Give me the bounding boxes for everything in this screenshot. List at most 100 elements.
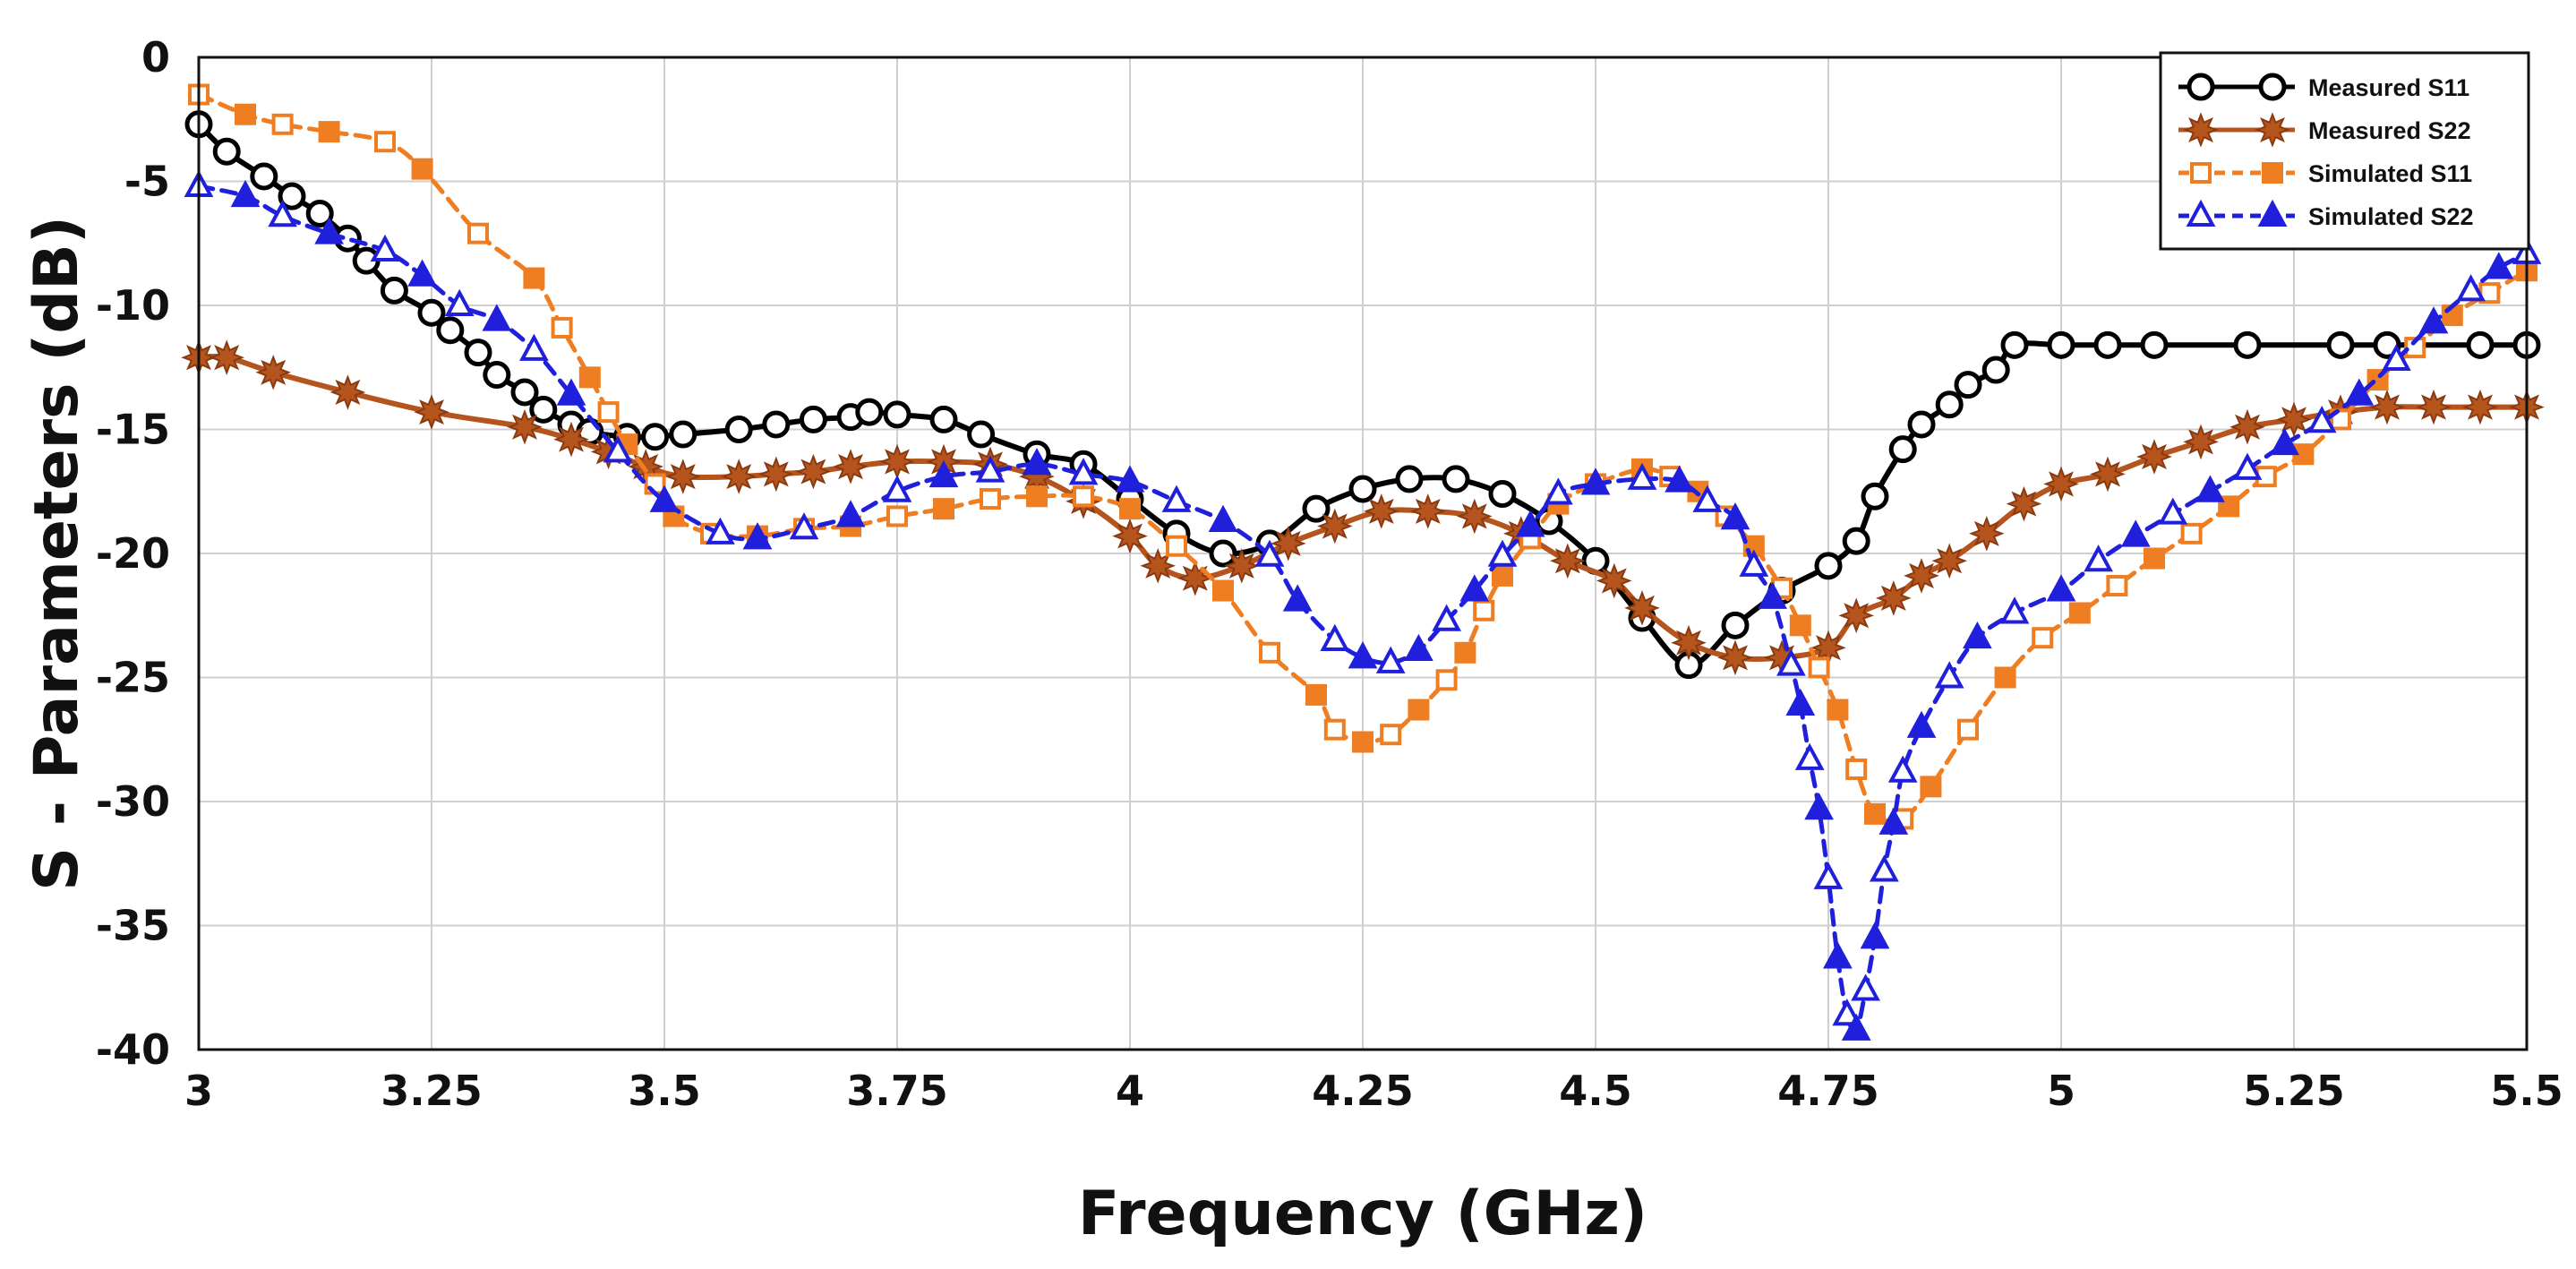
data-point-simulated-s22 (1432, 604, 1461, 631)
x-axis-ticks: 3 3.25 3.5 3.75 4 4.25 4.5 4.75 5 5.25 5.5 (184, 1067, 2563, 1115)
data-point-measured-s11 (1721, 611, 1750, 639)
x-tick-label: 5.5 (2490, 1067, 2563, 1115)
data-point-measured-s22 (2183, 424, 2219, 460)
data-point-measured-s22 (1410, 493, 1446, 529)
data-point-simulated-s22 (1580, 467, 1611, 495)
data-point-simulated-s11 (467, 222, 489, 244)
data-point-simulated-s11 (1259, 641, 1280, 664)
data-point-simulated-s22 (1254, 539, 1285, 567)
y-tick-label: -30 (96, 777, 170, 826)
data-point-measured-s11 (1842, 527, 1870, 555)
data-point-simulated-s11 (1352, 731, 1374, 753)
data-point-simulated-s22 (1785, 688, 1816, 716)
data-point-simulated-s22 (975, 455, 1006, 483)
data-point-measured-s11 (855, 398, 884, 426)
data-point-simulated-s11 (411, 158, 433, 180)
data-point-measured-s11 (967, 420, 996, 449)
data-point-simulated-s22 (2158, 497, 2188, 525)
data-point-simulated-s22 (1515, 510, 1545, 537)
data-point-measured-s11 (1954, 371, 1982, 399)
y-tick-label: -15 (96, 406, 170, 454)
data-point-simulated-s11 (886, 505, 908, 527)
data-point-measured-s22 (1624, 590, 1660, 626)
data-point-measured-s22 (2229, 408, 2265, 445)
x-tick-label: 4.75 (1777, 1067, 1879, 1115)
data-point-simulated-s22 (2232, 452, 2263, 480)
data-point-simulated-s11 (551, 316, 573, 339)
data-point-simulated-s22 (1348, 641, 1378, 669)
data-point-simulated-s11 (1323, 718, 1346, 741)
data-point-simulated-s11 (1435, 669, 1458, 691)
data-point-measured-s11 (1209, 539, 1237, 568)
x-tick-label: 3.25 (381, 1067, 483, 1115)
data-point-measured-s22 (507, 408, 543, 445)
legend-marker-simulated-s11 (2190, 162, 2212, 184)
legend-item-simulated-s11: Simulated S11 (2178, 160, 2472, 187)
data-point-simulated-s11 (1492, 564, 1513, 587)
data-point-simulated-s22 (603, 435, 633, 463)
data-point-simulated-s11 (235, 103, 256, 125)
data-point-simulated-s22 (314, 217, 344, 244)
x-tick-label: 4.25 (1312, 1067, 1414, 1115)
data-point-simulated-s22 (1068, 458, 1099, 485)
data-point-measured-s22 (1456, 498, 1493, 535)
data-point-measured-s22 (1596, 562, 1632, 599)
data-point-measured-s22 (721, 459, 757, 494)
data-point-measured-s22 (329, 374, 366, 410)
data-point-simulated-s22 (2456, 274, 2486, 302)
data-point-measured-s11 (2093, 330, 2122, 359)
data-point-simulated-s22 (1823, 941, 1853, 969)
data-point-simulated-s22 (2418, 306, 2449, 334)
data-point-simulated-s22 (1404, 633, 1433, 662)
data-point-measured-s22 (1223, 547, 1260, 584)
data-point-measured-s11 (212, 137, 241, 166)
data-point-measured-s11 (305, 200, 334, 228)
y-tick-label: -40 (96, 1025, 170, 1074)
data-point-simulated-s11 (1026, 485, 1048, 508)
data-point-measured-s22 (833, 449, 869, 484)
data-point-simulated-s11 (318, 121, 340, 143)
x-tick-label: 4.5 (1559, 1067, 1632, 1115)
data-point-measured-s22 (2462, 389, 2498, 425)
data-point-measured-s11 (883, 400, 911, 429)
data-point-simulated-s22 (2270, 427, 2299, 456)
x-tick-label: 5.25 (2243, 1067, 2345, 1115)
data-point-simulated-s22 (230, 179, 261, 208)
data-point-measured-s11 (1907, 410, 1936, 439)
data-point-simulated-s22 (1739, 549, 1769, 577)
data-point-measured-s22 (2369, 389, 2405, 425)
data-point-simulated-s22 (519, 333, 549, 361)
data-point-measured-s11 (278, 182, 306, 210)
data-point-simulated-s11 (1845, 758, 1868, 780)
series-simulated-s22 (184, 169, 2542, 1041)
data-point-measured-s11 (380, 276, 408, 304)
legend: Measured S11 Measured S22 Simulated S11 Sim… (2159, 51, 2530, 251)
data-point-simulated-s22 (1459, 574, 1490, 602)
data-point-simulated-s22 (2195, 475, 2225, 502)
data-point-measured-s11 (1488, 480, 1517, 509)
data-point-simulated-s22 (2344, 378, 2375, 406)
data-point-measured-s22 (1317, 508, 1353, 544)
legend-marker-measured-s11 (2258, 73, 2287, 101)
data-point-simulated-s11 (1789, 614, 1811, 637)
data-point-measured-s22 (2090, 456, 2126, 493)
data-point-simulated-s11 (1073, 485, 1094, 508)
x-tick-label: 3.75 (846, 1067, 948, 1115)
data-point-measured-s11 (724, 416, 753, 443)
data-point-measured-s22 (1364, 493, 1399, 529)
data-point-simulated-s22 (444, 288, 475, 316)
data-point-simulated-s11 (1994, 666, 2016, 689)
data-point-measured-s22 (1717, 639, 1753, 676)
data-point-simulated-s22 (1692, 484, 1723, 512)
data-point-simulated-s22 (649, 484, 680, 512)
data-point-measured-s22 (1112, 518, 1148, 554)
data-point-measured-s11 (1981, 356, 2010, 384)
legend-label-simulated-s11: Simulated S11 (2308, 160, 2472, 187)
plot-frame (197, 56, 2529, 1051)
data-point-simulated-s22 (2046, 574, 2076, 602)
data-point-measured-s11 (1861, 482, 1889, 510)
data-point-measured-s22 (553, 421, 589, 458)
data-point-simulated-s11 (1864, 802, 1886, 825)
data-point-measured-s22 (2006, 485, 2042, 522)
data-point-simulated-s22 (1282, 584, 1313, 612)
